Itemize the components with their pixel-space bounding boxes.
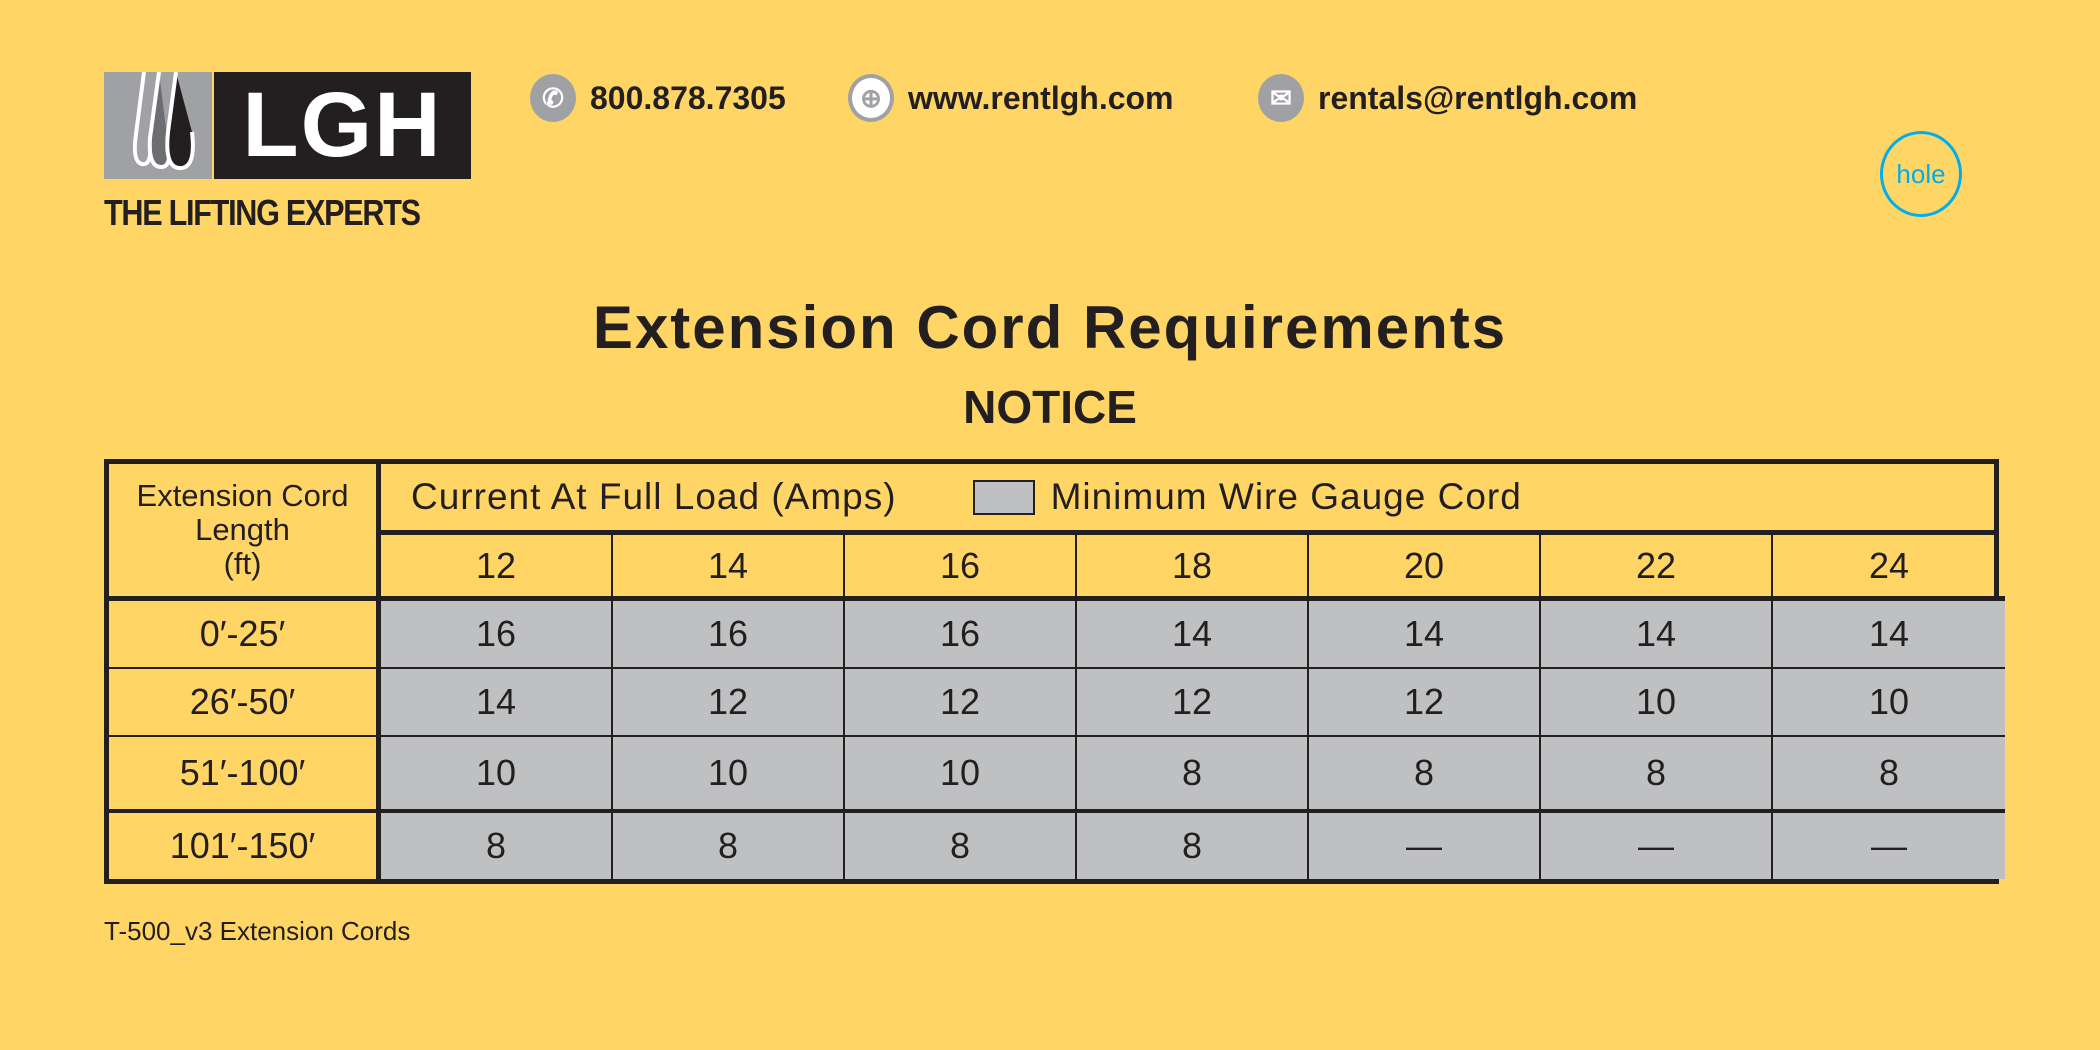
amps-column-header: 22 [1541, 535, 1773, 601]
phone-icon: ✆ [530, 74, 576, 122]
amps-column-header: 20 [1309, 535, 1541, 601]
gauge-cell: 14 [1077, 601, 1309, 669]
gauge-cell: 8 [845, 813, 1077, 879]
tagline: THE LIFTING EXPERTS [104, 192, 421, 233]
email-contact: ✉ rentals@rentlgh.com [1258, 74, 1637, 122]
header-line: (ft) [223, 546, 262, 581]
gauge-cell: 14 [1541, 601, 1773, 669]
gauge-cell: 8 [1077, 737, 1309, 813]
gauge-cell: 8 [1077, 813, 1309, 879]
hook-icon [132, 71, 195, 171]
mail-icon: ✉ [1258, 74, 1304, 122]
amps-header-label: Current At Full Load (Amps) [411, 476, 897, 517]
gauge-cell: 8 [1541, 737, 1773, 813]
row-length-label: 51′-100′ [109, 737, 381, 813]
row-length-label: 101′-150′ [109, 813, 381, 879]
gauge-cell: 12 [613, 669, 845, 737]
row-length-label: 26′-50′ [109, 669, 381, 737]
phone-number[interactable]: 800.878.7305 [590, 79, 786, 116]
page-title: Extension Cord Requirements [592, 294, 1508, 361]
gauge-cell: 14 [1309, 601, 1541, 669]
gauge-cell: — [1773, 813, 2005, 879]
gauge-cell: 8 [1773, 737, 2005, 813]
gauge-cell: 10 [613, 737, 845, 813]
email-link[interactable]: rentals@rentlgh.com [1318, 79, 1638, 116]
gauge-cell: 14 [381, 669, 613, 737]
gauge-cell: 16 [845, 601, 1077, 669]
gauge-cell: 12 [1077, 669, 1309, 737]
logo-hook-graphic [104, 71, 212, 179]
gauge-cell: 8 [1309, 737, 1541, 813]
hole-label: hole [1896, 158, 1946, 189]
gauge-cell: 14 [1773, 601, 2005, 669]
row-length-label: 0′-25′ [109, 601, 381, 669]
hole-marker: hole [1880, 131, 1962, 217]
amps-column-header: 24 [1773, 535, 2005, 601]
globe-icon: ⊕ [848, 74, 894, 122]
logo-lgh: LGH [214, 72, 471, 179]
logo-text: LGH [242, 74, 443, 176]
web-contact: ⊕ www.rentlgh.com [848, 74, 1174, 122]
gauge-cell: 8 [613, 813, 845, 879]
gauge-cell: 16 [613, 601, 845, 669]
gauge-cell: 16 [381, 601, 613, 669]
amps-header: Current At Full Load (Amps) Minimum Wire… [381, 464, 1994, 535]
length-column-header: Extension Cord Length (ft) [109, 464, 381, 601]
header-line: Length [195, 512, 290, 547]
gauge-cell: 10 [1541, 669, 1773, 737]
amps-column-header: 18 [1077, 535, 1309, 601]
gauge-cell: 12 [845, 669, 1077, 737]
footer-code: T-500_v3 Extension Cords [104, 916, 411, 946]
gauge-cell: 10 [1773, 669, 2005, 737]
gauge-cell: — [1309, 813, 1541, 879]
amps-column-header: 12 [381, 535, 613, 601]
gauge-cell: 12 [1309, 669, 1541, 737]
gauge-table: Extension Cord Length (ft) Current At Fu… [104, 459, 2005, 884]
legend-label: Minimum Wire Gauge Cord [1050, 476, 1522, 517]
gauge-cell: 8 [381, 813, 613, 879]
legend-swatch [972, 479, 1035, 515]
website-link[interactable]: www.rentlgh.com [908, 79, 1174, 116]
header-line: Extension Cord [136, 478, 349, 513]
phone-contact: ✆ 800.878.7305 [530, 74, 786, 122]
amps-column-header: 16 [845, 535, 1077, 601]
notice-heading: NOTICE [963, 381, 1137, 433]
amps-column-header: 14 [613, 535, 845, 601]
gauge-cell: — [1541, 813, 1773, 879]
gauge-cell: 10 [381, 737, 613, 813]
gauge-cell: 10 [845, 737, 1077, 813]
